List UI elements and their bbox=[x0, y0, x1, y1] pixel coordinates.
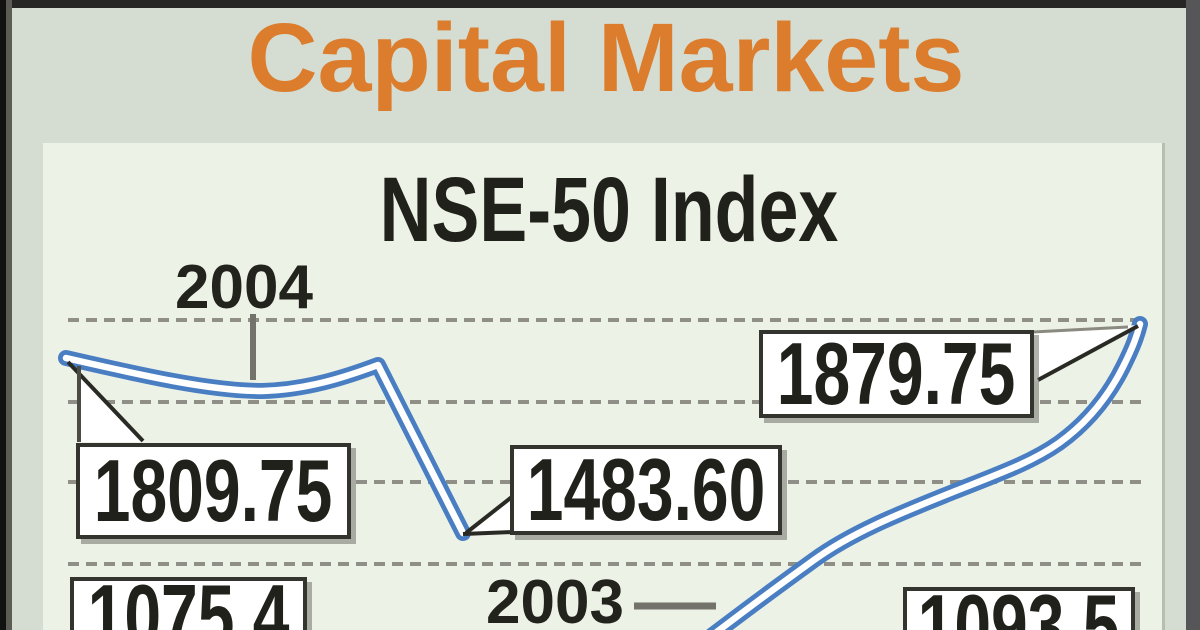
callout-box-bottom-right: 1093.5 bbox=[903, 582, 1135, 630]
callout-value-bottom-right: 1093.5 bbox=[918, 576, 1120, 630]
callout-wedge-1483 bbox=[462, 494, 515, 536]
line-2003-core bbox=[713, 320, 1144, 630]
year-label-2004: 2004 bbox=[175, 253, 313, 322]
callout-box-2004-trough: 1483.60 bbox=[510, 445, 782, 535]
window-frame-right bbox=[1186, 0, 1200, 630]
window-frame-top bbox=[0, 0, 1200, 8]
callout-wedge-1879 bbox=[1031, 324, 1139, 382]
page-title: Capital Markets bbox=[247, 3, 965, 112]
year-label-2003: 2003 bbox=[486, 568, 624, 630]
callout-box-2003-peak: 1879.75 bbox=[759, 330, 1034, 418]
chart-title: NSE-50 Index bbox=[0, 164, 1200, 256]
callout-box-bottom-left: 1075.4 bbox=[70, 572, 307, 630]
wedge-1879-top bbox=[1032, 325, 1129, 334]
wedge-1879-edge bbox=[1037, 324, 1139, 382]
wedge-1483-edge-bottom bbox=[462, 530, 514, 536]
callout-value-2004-trough: 1483.60 bbox=[526, 440, 766, 539]
callout-box-2004-start: 1809.75 bbox=[76, 443, 351, 539]
line-2004 bbox=[58, 350, 471, 541]
line-2003 bbox=[706, 316, 1148, 630]
callout-value-2004-start: 1809.75 bbox=[94, 441, 333, 540]
callout-value-2003-peak: 1879.75 bbox=[777, 324, 1016, 423]
line-2004-core bbox=[62, 354, 467, 537]
callout-value-bottom-left: 1075.4 bbox=[87, 566, 290, 630]
callout-wedge-1809 bbox=[66, 360, 145, 443]
wedge-1483-edge-top bbox=[464, 494, 515, 535]
window-frame-left bbox=[0, 0, 12, 630]
chart-title-text: NSE-50 Index bbox=[379, 159, 839, 261]
